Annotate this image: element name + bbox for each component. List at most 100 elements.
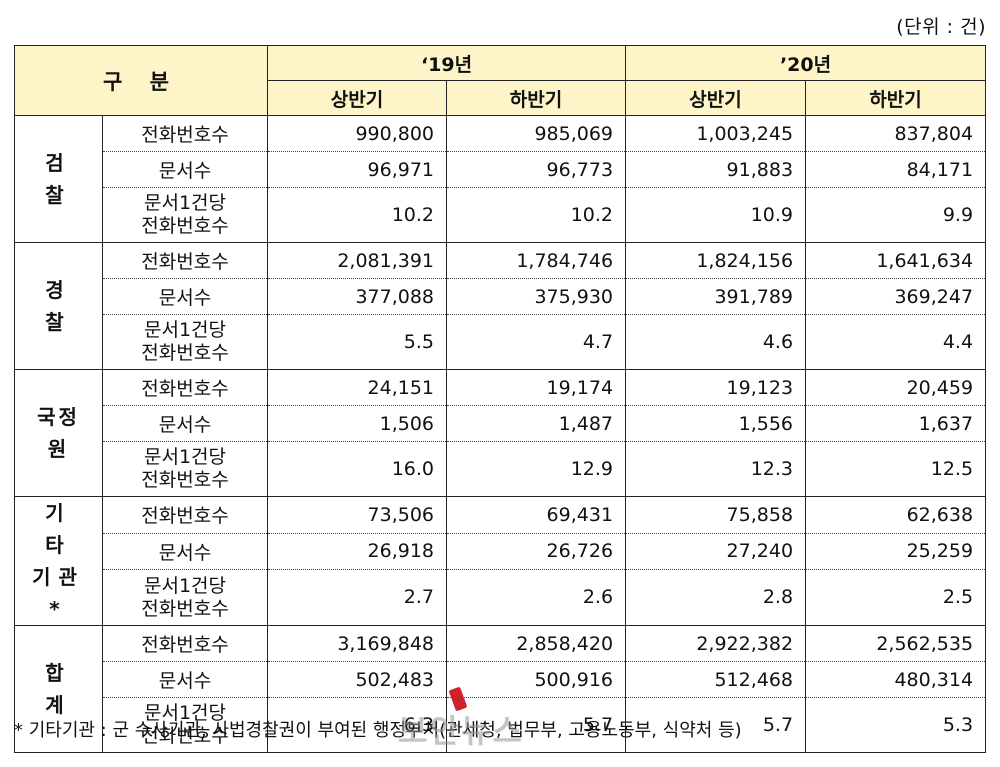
category-police: 경 찰 <box>14 242 103 370</box>
value-cell: 20,459 <box>805 369 987 406</box>
value-cell: 1,003,245 <box>625 115 807 152</box>
value-cell: 96,773 <box>446 151 627 188</box>
table-row: 문서수 377,088 375,930 391,789 369,247 <box>15 278 987 315</box>
value-cell: 27,240 <box>625 533 807 571</box>
value-cell: 10.9 <box>625 187 807 243</box>
value-cell: 2,562,535 <box>805 625 987 662</box>
value-cell: 837,804 <box>805 115 987 152</box>
row-label: 문서수 <box>101 533 269 571</box>
value-cell: 512,468 <box>625 661 807 698</box>
header-year-2019: ‘19년 <box>267 45 627 81</box>
table-row: 문서1건당 전화번호수 16.0 12.9 12.3 12.5 <box>15 441 987 497</box>
row-label: 전화번호수 <box>101 369 269 406</box>
row-label: 문서수 <box>101 151 269 188</box>
row-label-line2: 전화번호수 <box>141 342 229 364</box>
watermark: 보안뉴스 <box>398 712 524 750</box>
table-row: 기 타 기관* 전화번호수 73,506 69,431 75,858 62,63… <box>14 496 987 626</box>
value-cell: 10.2 <box>446 187 627 243</box>
value-cell: 10.2 <box>267 187 448 243</box>
row-label-line2: 전화번호수 <box>141 725 229 747</box>
value-cell: 62,638 <box>805 496 987 534</box>
row-label-line2: 전화번호수 <box>141 215 229 237</box>
value-cell: 6.3 <box>267 697 448 753</box>
header-2020-first-half: 상반기 <box>625 80 807 116</box>
value-cell: 1,487 <box>446 405 627 442</box>
value-cell: 75,858 <box>625 496 807 534</box>
row-label: 전화번호수 <box>101 115 269 152</box>
category-other-agencies: 기 타 기관* <box>14 496 103 626</box>
value-cell: 2.6 <box>446 569 627 626</box>
value-cell: 19,123 <box>625 369 807 406</box>
unit-note: (단위 : 건) <box>896 16 986 38</box>
value-cell: 25,259 <box>805 533 987 571</box>
header-2019-first-half: 상반기 <box>267 80 448 116</box>
table-row: 문서1건당 전화번호수 10.2 10.2 10.9 9.9 <box>15 187 987 243</box>
value-cell: 4.7 <box>446 314 627 370</box>
value-cell: 990,800 <box>267 115 448 152</box>
table-row: 합 계 전화번호수 3,169,848 2,858,420 2,922,382 … <box>14 625 987 753</box>
value-cell: 375,930 <box>446 278 627 315</box>
value-cell: 2.5 <box>805 569 987 626</box>
value-cell: 1,824,156 <box>625 242 807 279</box>
value-cell: 2.8 <box>625 569 807 626</box>
row-label-line1: 문서1건당 <box>144 446 227 468</box>
value-cell: 2,922,382 <box>625 625 807 662</box>
table-row: 문서수 1,506 1,487 1,556 1,637 <box>15 405 987 442</box>
row-label: 문서수 <box>101 405 269 442</box>
category-nis: 국정원 <box>14 369 103 497</box>
value-cell: 16.0 <box>267 441 448 497</box>
value-cell: 1,784,746 <box>446 242 627 279</box>
row-label-line1: 문서1건당 <box>144 319 227 341</box>
value-cell: 4.4 <box>805 314 987 370</box>
value-cell: 480,314 <box>805 661 987 698</box>
statistics-table: 구 분 ‘19년 ’20년 상반기 하반기 상반기 하반기 검 찰 전화번호수 … <box>13 45 987 753</box>
table-row: 경 찰 전화번호수 2,081,391 1,784,746 1,824,156 … <box>14 242 987 370</box>
row-label: 문서1건당 전화번호수 <box>101 187 269 243</box>
value-cell: 391,789 <box>625 278 807 315</box>
value-cell: 985,069 <box>446 115 627 152</box>
value-cell: 1,556 <box>625 405 807 442</box>
value-cell: 12.3 <box>625 441 807 497</box>
header-2020-second-half: 하반기 <box>805 80 987 116</box>
row-label: 문서수 <box>101 278 269 315</box>
value-cell: 69,431 <box>446 496 627 534</box>
row-label: 전화번호수 <box>101 242 269 279</box>
value-cell: 96,971 <box>267 151 448 188</box>
table-row: 문서1건당 전화번호수 5.5 4.7 4.6 4.4 <box>15 314 987 370</box>
header-category: 구 분 <box>13 45 269 116</box>
value-cell: 1,637 <box>805 405 987 442</box>
value-cell: 500,916 <box>446 661 627 698</box>
row-label: 문서수 <box>101 661 269 698</box>
row-label-line2: 전화번호수 <box>141 597 229 620</box>
value-cell: 12.9 <box>446 441 627 497</box>
value-cell: 2,858,420 <box>446 625 627 662</box>
value-cell: 1,506 <box>267 405 448 442</box>
value-cell: 377,088 <box>267 278 448 315</box>
row-label: 문서1건당 전화번호수 <box>101 569 269 626</box>
value-cell: 26,726 <box>446 533 627 571</box>
value-cell: 91,883 <box>625 151 807 188</box>
header-year-2020: ’20년 <box>625 45 987 81</box>
table-row: 문서1건당 전화번호수 6.3 5.7 5.7 5.3 <box>15 697 987 753</box>
value-cell: 73,506 <box>267 496 448 534</box>
value-cell: 5.7 <box>625 697 807 753</box>
value-cell: 26,918 <box>267 533 448 571</box>
row-label: 전화번호수 <box>101 625 269 662</box>
row-label-line2: 전화번호수 <box>141 469 229 491</box>
value-cell: 84,171 <box>805 151 987 188</box>
value-cell: 2,081,391 <box>267 242 448 279</box>
value-cell: 12.5 <box>805 441 987 497</box>
value-cell: 1,641,634 <box>805 242 987 279</box>
table-row: 문서수 26,918 26,726 27,240 25,259 <box>15 533 987 571</box>
table-row: 문서수 502,483 500,916 512,468 480,314 <box>15 661 987 698</box>
table-row: 국정원 전화번호수 24,151 19,174 19,123 20,459 <box>14 369 987 497</box>
header-2019-second-half: 하반기 <box>446 80 627 116</box>
table-row: 검 찰 전화번호수 990,800 985,069 1,003,245 837,… <box>14 115 987 243</box>
value-cell: 369,247 <box>805 278 987 315</box>
category-total: 합 계 <box>14 625 103 753</box>
value-cell: 3,169,848 <box>267 625 448 662</box>
value-cell: 2.7 <box>267 569 448 626</box>
row-label-line1: 문서1건당 <box>144 574 227 597</box>
table-row: 문서1건당 전화번호수 2.7 2.6 2.8 2.5 <box>15 569 987 626</box>
category-line2: 기관* <box>32 565 85 621</box>
